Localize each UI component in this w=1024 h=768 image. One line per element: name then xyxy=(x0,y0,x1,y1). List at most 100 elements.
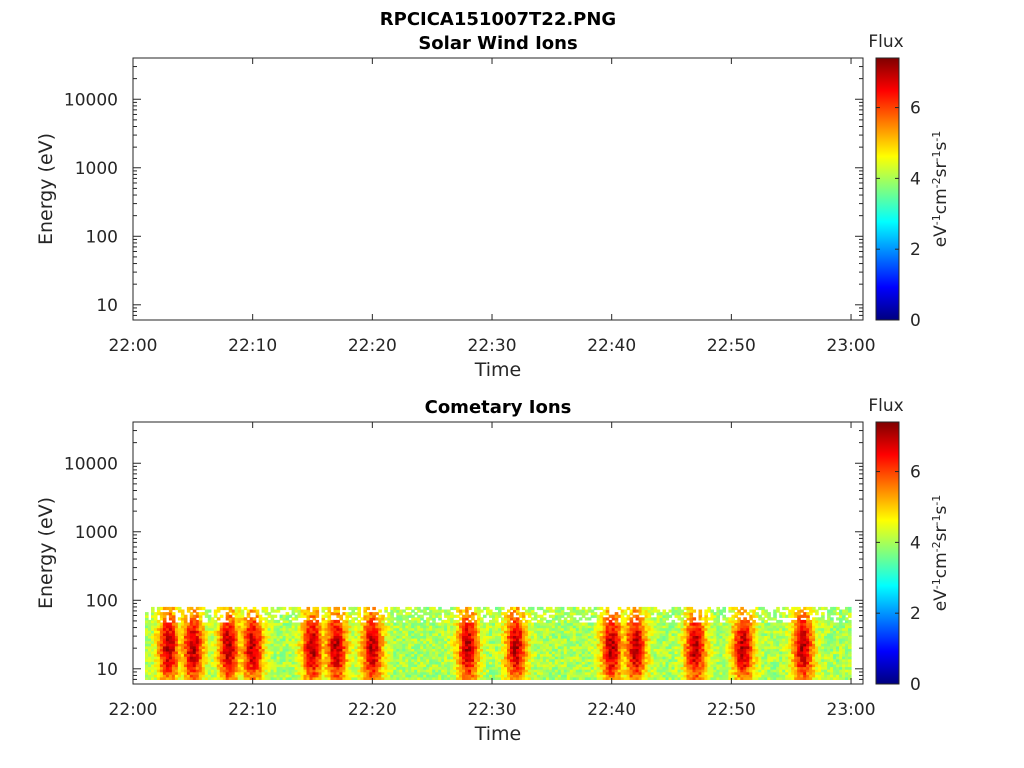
heat-cell xyxy=(312,676,317,680)
heat-cell xyxy=(189,635,194,639)
heat-cell xyxy=(264,627,269,631)
heat-cell xyxy=(444,632,448,636)
heat-cell xyxy=(285,671,290,675)
heat-cell xyxy=(483,666,487,670)
heat-cell xyxy=(504,645,508,649)
heat-cell xyxy=(701,656,705,660)
heat-cell xyxy=(689,625,694,629)
heat-cell xyxy=(282,640,287,644)
heat-cell xyxy=(629,640,634,644)
heat-cell xyxy=(593,650,598,655)
heat-cell xyxy=(231,635,236,639)
heat-cell xyxy=(614,661,619,665)
heat-cell xyxy=(318,638,323,642)
heat-cell xyxy=(641,645,646,649)
heat-cell xyxy=(578,676,583,680)
heat-cell xyxy=(162,625,167,629)
heat-cell xyxy=(510,612,514,616)
heat-cell xyxy=(492,653,496,657)
heat-cell xyxy=(348,656,352,660)
heat-cell xyxy=(602,656,607,660)
heat-cell xyxy=(414,638,418,642)
heat-cell xyxy=(396,606,400,611)
heat-cell xyxy=(360,645,364,649)
heat-cell xyxy=(671,643,676,647)
heat-cell xyxy=(246,643,251,647)
heat-cell xyxy=(435,674,439,678)
heat-cell xyxy=(243,627,248,631)
heat-cell xyxy=(348,614,352,618)
heat-cell xyxy=(339,653,343,657)
y-tick-label: 1000 xyxy=(75,159,118,179)
heat-cell xyxy=(369,617,373,621)
heat-cell xyxy=(677,627,682,631)
heat-cell xyxy=(656,627,661,631)
heat-cell xyxy=(533,612,538,616)
heat-cell xyxy=(426,658,430,662)
heat-cell xyxy=(677,671,682,675)
heat-cell xyxy=(393,606,397,611)
heat-cell xyxy=(351,666,355,670)
heat-cell xyxy=(569,625,574,629)
heat-cell xyxy=(145,653,149,657)
heat-cell xyxy=(411,661,415,665)
heat-cell xyxy=(360,625,364,629)
heat-cell xyxy=(207,674,212,678)
heat-cell xyxy=(417,666,421,670)
heat-cell xyxy=(297,635,302,639)
heat-cell xyxy=(707,635,711,639)
heat-cell xyxy=(441,656,445,660)
heat-cell xyxy=(168,648,173,652)
heat-cell xyxy=(432,653,436,657)
heat-cell xyxy=(647,609,652,613)
heat-cell xyxy=(148,669,152,673)
heat-cell xyxy=(360,648,364,652)
heat-cell xyxy=(171,630,176,634)
heat-cell xyxy=(569,648,574,652)
heat-cell xyxy=(569,676,574,680)
heat-cell xyxy=(399,674,403,678)
heat-cell xyxy=(303,627,308,631)
heat-cell xyxy=(327,661,332,665)
heat-cell xyxy=(243,619,248,624)
heat-cell xyxy=(659,625,664,629)
heat-cell xyxy=(381,617,385,621)
heat-cell xyxy=(471,656,475,660)
heat-cell xyxy=(198,656,203,660)
heat-cell xyxy=(599,606,604,611)
heat-cell xyxy=(504,619,508,624)
heat-cell xyxy=(324,614,329,618)
heat-cell xyxy=(495,632,499,636)
heat-cell xyxy=(375,666,379,670)
heat-cell xyxy=(671,663,676,668)
heat-cell xyxy=(246,645,251,649)
heat-cell xyxy=(279,638,284,642)
heat-cell xyxy=(318,674,323,678)
heat-cell xyxy=(192,669,197,673)
heat-cell xyxy=(572,658,577,662)
heat-cell xyxy=(204,640,209,644)
heat-cell xyxy=(429,622,433,626)
heat-cell xyxy=(174,656,179,660)
heat-cell xyxy=(234,669,239,673)
heat-cell xyxy=(456,658,460,662)
heat-cell xyxy=(444,630,448,634)
heat-cell xyxy=(426,648,430,652)
heat-cell xyxy=(554,638,559,642)
heat-cell xyxy=(617,606,622,611)
heat-cell xyxy=(195,643,200,647)
heat-cell xyxy=(557,625,562,629)
heat-cell xyxy=(599,630,604,634)
heat-cell xyxy=(668,669,673,673)
heat-cell xyxy=(632,632,637,636)
heat-cell xyxy=(453,638,457,642)
heat-cell xyxy=(183,676,188,680)
heat-cell xyxy=(375,640,379,644)
heat-cell xyxy=(584,635,589,639)
heat-cell xyxy=(557,643,562,647)
heat-cell xyxy=(393,617,397,621)
heat-cell xyxy=(321,645,326,649)
heat-cell xyxy=(306,645,311,649)
heat-cell xyxy=(390,656,394,660)
heat-cell xyxy=(165,674,170,678)
